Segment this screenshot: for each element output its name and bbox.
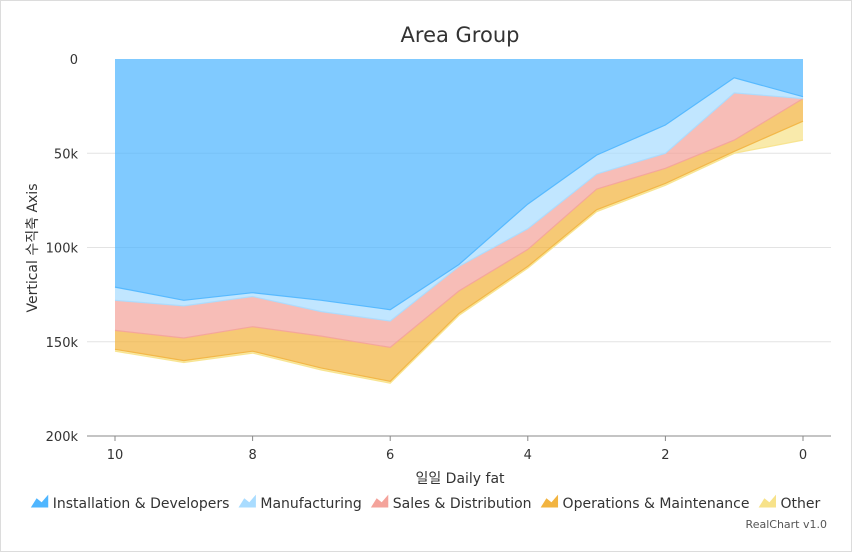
legend-label: Installation & Developers: [53, 496, 230, 512]
legend-swatch: [372, 496, 388, 507]
y-tick-label: 100k: [46, 242, 79, 257]
legend-label: Other: [781, 496, 821, 512]
x-tick-label: 0: [799, 448, 807, 463]
x-tick-label: 6: [386, 448, 394, 463]
legend-swatch: [32, 496, 48, 507]
legend-swatch: [542, 496, 558, 507]
x-axis-title: 일일 Daily fat: [415, 471, 505, 487]
y-tick-label: 50k: [54, 147, 79, 162]
y-tick-label: 0: [70, 53, 78, 68]
series-areas: [115, 59, 803, 383]
legend-swatch: [760, 496, 776, 507]
legend-item-operations-maintenance[interactable]: Operations & Maintenance: [542, 496, 750, 512]
legend[interactable]: Installation & Developers Manufacturing Sa…: [32, 496, 821, 512]
x-tick-label: 8: [248, 448, 256, 463]
x-tick-label: 2: [661, 448, 669, 463]
legend-swatch: [239, 496, 255, 507]
x-tick-label: 10: [107, 448, 124, 463]
legend-label: Sales & Distribution: [393, 496, 532, 512]
y-axis-title: Vertical 수직축 Axis: [25, 184, 41, 313]
y-axis-ticks: 0 50k 100k 150k 200k: [46, 53, 79, 445]
legend-item-manufacturing[interactable]: Manufacturing: [239, 496, 361, 512]
legend-item-other[interactable]: Other: [760, 496, 821, 512]
chart-title: Area Group: [401, 23, 520, 47]
legend-label: Manufacturing: [260, 496, 361, 512]
legend-item-sales-distribution[interactable]: Sales & Distribution: [372, 496, 532, 512]
legend-label: Operations & Maintenance: [563, 496, 750, 512]
credit-label: RealChart v1.0: [746, 518, 827, 531]
y-tick-label: 150k: [46, 336, 79, 351]
legend-item-installation-developers[interactable]: Installation & Developers: [32, 496, 230, 512]
x-tick-label: 4: [524, 448, 532, 463]
x-axis-ticks: 10 8 6 4 2 0: [107, 436, 807, 463]
y-tick-label: 200k: [46, 430, 79, 445]
